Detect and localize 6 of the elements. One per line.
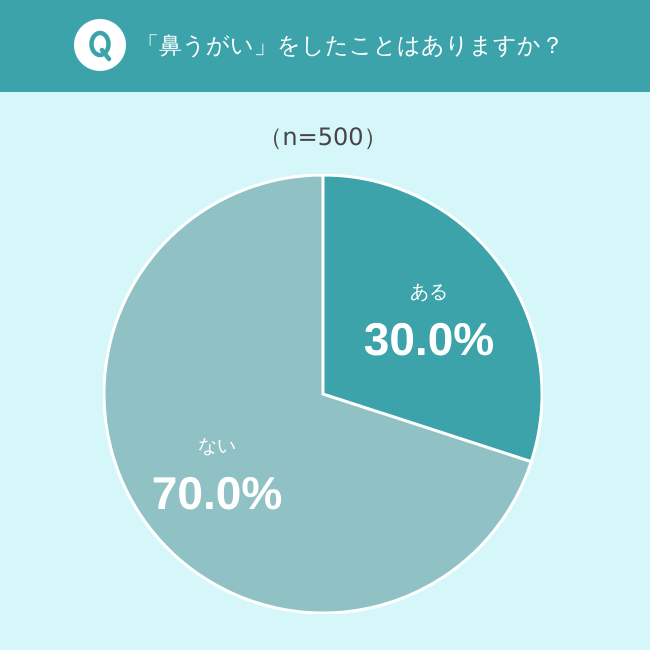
slice-label: ある: [410, 281, 448, 303]
slice-label: ない: [198, 435, 236, 457]
data-label: 70.0%: [152, 467, 282, 519]
chart-title: 「鼻うがい」をしたことはありますか？: [136, 32, 564, 61]
chart-subtitle: （n=500）: [257, 122, 389, 153]
data-label: 30.0%: [364, 313, 494, 365]
